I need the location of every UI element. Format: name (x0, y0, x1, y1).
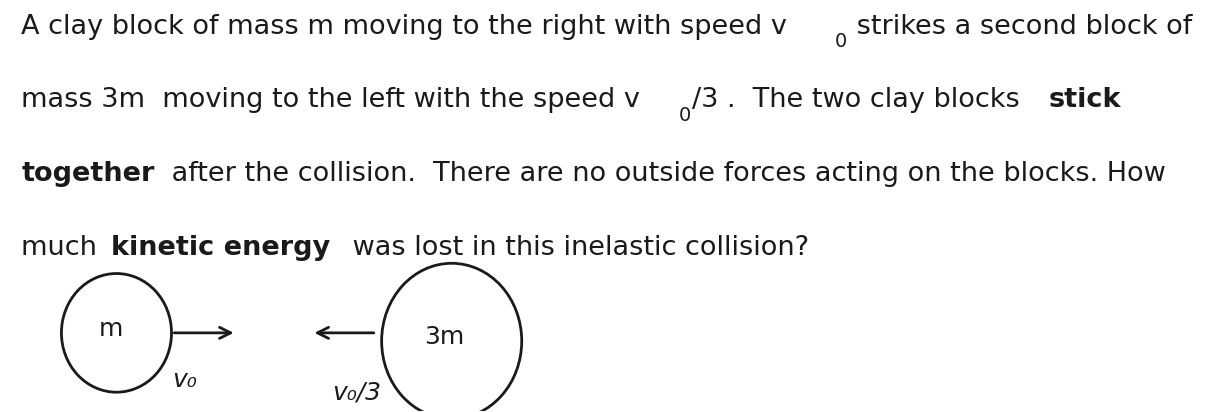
Text: together: together (22, 161, 154, 187)
Text: mass 3m  moving to the left with the speed v: mass 3m moving to the left with the spee… (22, 87, 641, 113)
Text: 0: 0 (679, 106, 691, 125)
Text: v₀: v₀ (173, 368, 197, 392)
Text: 0: 0 (834, 32, 846, 51)
Text: was lost in this inelastic collision?: was lost in this inelastic collision? (344, 235, 809, 261)
Text: much: much (22, 235, 106, 261)
Text: 3m: 3m (424, 325, 465, 349)
Text: m: m (98, 317, 123, 341)
Text: A clay block of mass m moving to the right with speed v: A clay block of mass m moving to the rig… (22, 14, 787, 40)
Text: kinetic energy: kinetic energy (111, 235, 331, 261)
Text: v₀/3: v₀/3 (332, 380, 381, 404)
Text: stick: stick (1048, 87, 1121, 113)
Text: /3 .  The two clay blocks: /3 . The two clay blocks (692, 87, 1028, 113)
Text: strikes a second block of: strikes a second block of (848, 14, 1192, 40)
Text: after the collision.  There are no outside forces acting on the blocks. How: after the collision. There are no outsid… (163, 161, 1166, 187)
